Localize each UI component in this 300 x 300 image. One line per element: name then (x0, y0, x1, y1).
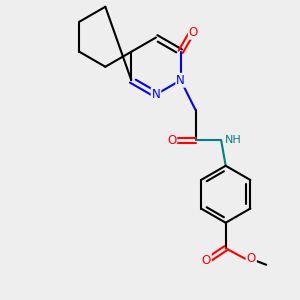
Text: N: N (152, 88, 160, 101)
Text: NH: NH (225, 135, 242, 145)
Text: O: O (167, 134, 176, 147)
Text: O: O (247, 252, 256, 265)
Text: O: O (189, 26, 198, 39)
Text: N: N (176, 74, 185, 87)
Text: O: O (202, 254, 211, 267)
